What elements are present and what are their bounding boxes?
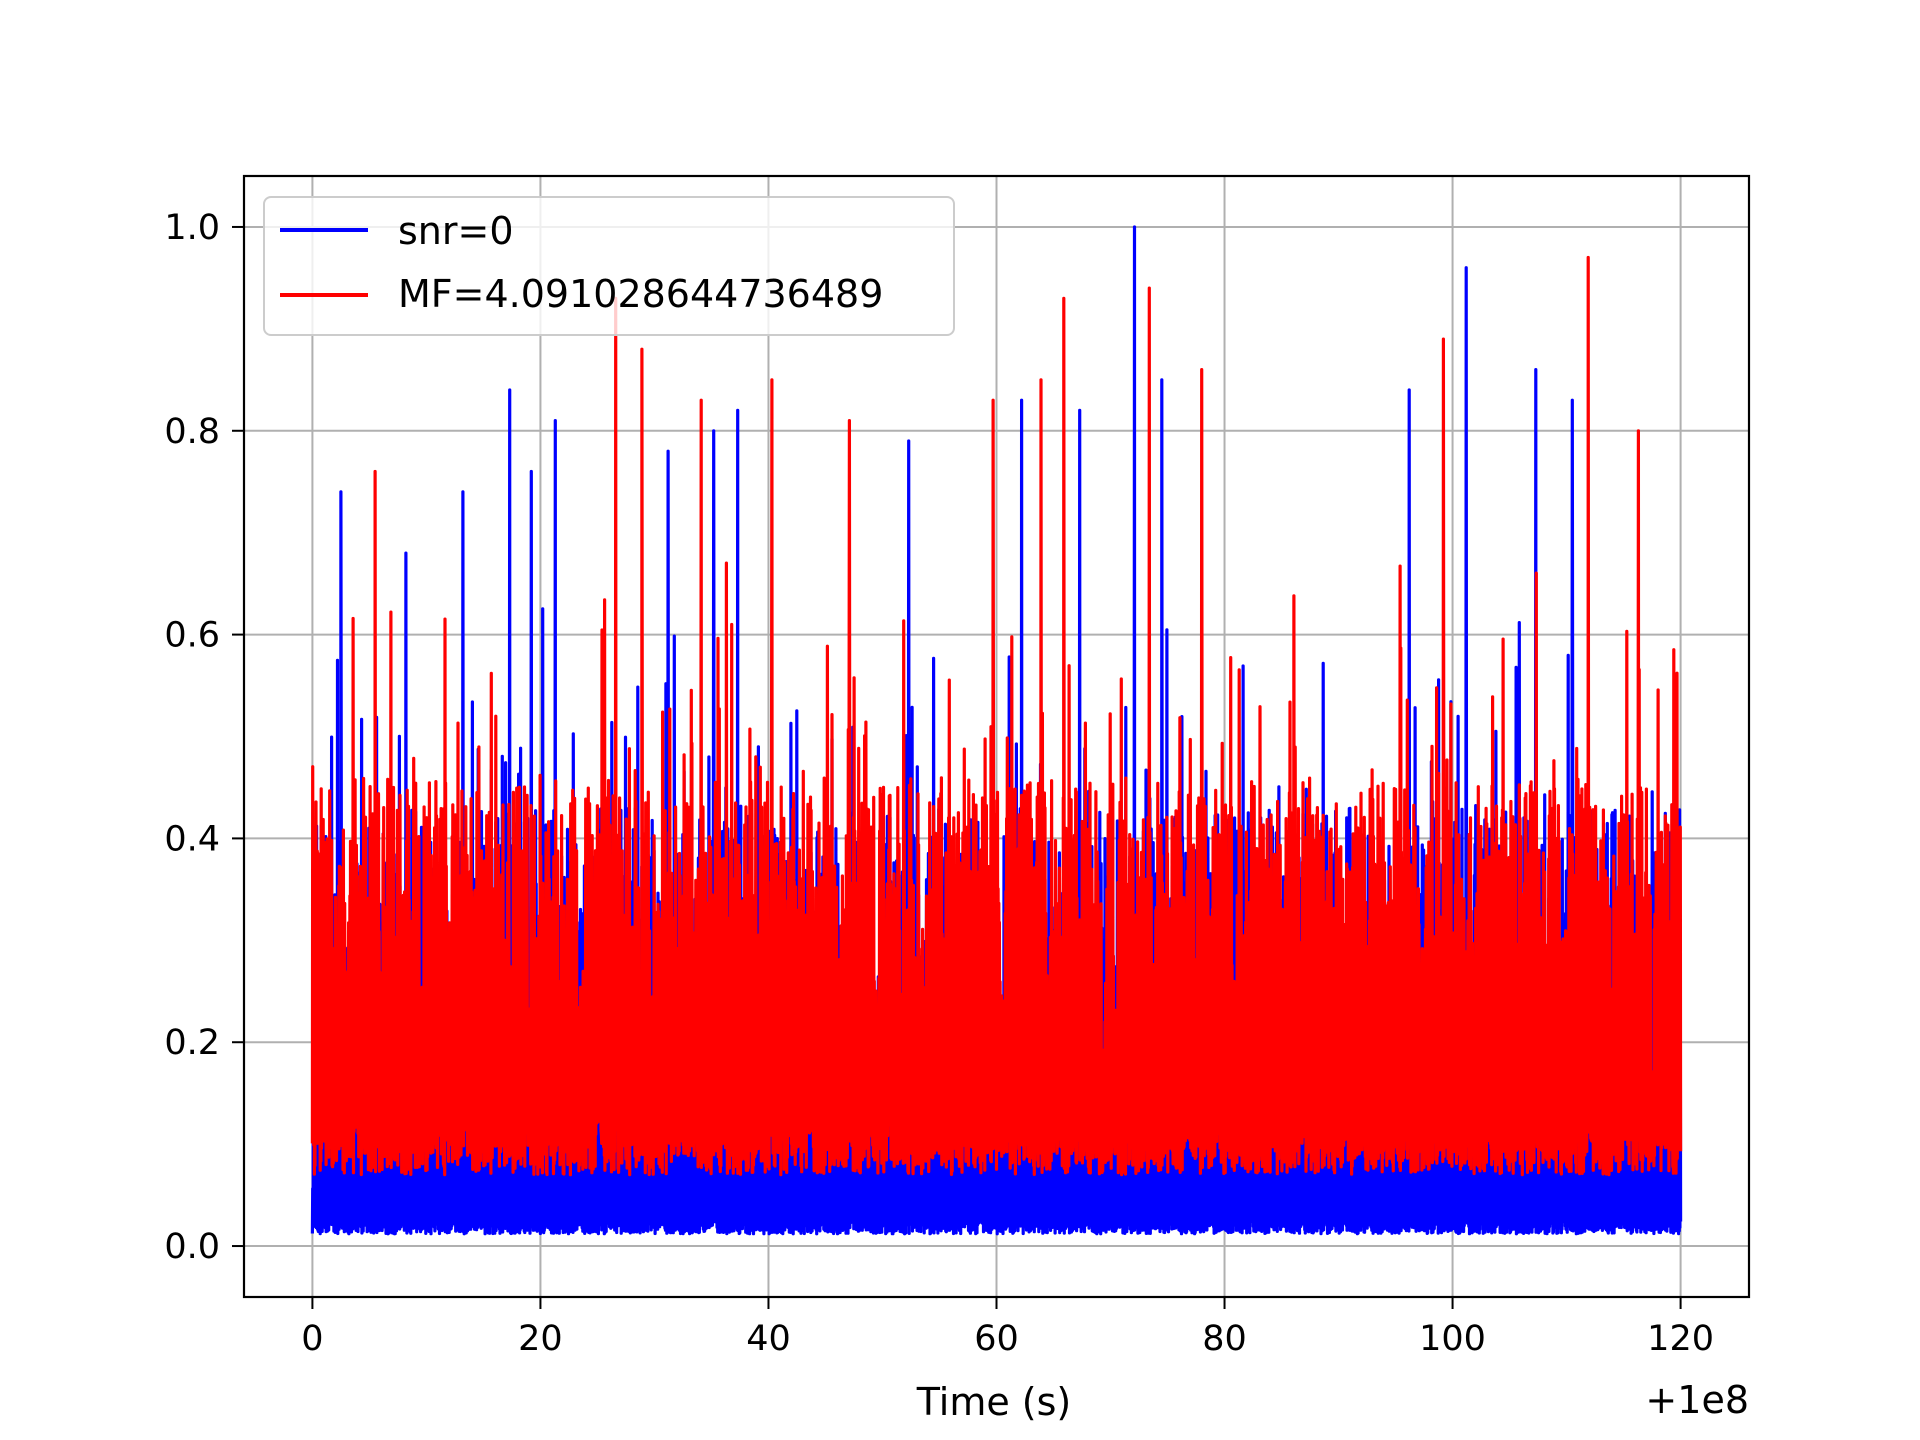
x-tick-label: 120 — [1647, 1319, 1714, 1359]
x-tick-label: 60 — [974, 1319, 1019, 1359]
y-tick-label: 0.6 — [164, 616, 220, 656]
legend-label-snr: snr=0 — [398, 209, 514, 253]
x-tick-label: 80 — [1202, 1319, 1247, 1359]
x-tick-label: 20 — [518, 1319, 563, 1359]
series-line-snr — [310, 225, 1683, 1236]
series-line-mf — [310, 255, 1683, 1177]
legend-label-mf: MF=4.091028644736489 — [398, 272, 883, 316]
y-tick-label: 0.8 — [164, 412, 220, 452]
series-layer — [310, 225, 1683, 1236]
legend-box — [263, 196, 955, 336]
y-tick-label: 1.0 — [164, 208, 220, 248]
legend: snr=0 MF=4.091028644736489 — [263, 196, 955, 336]
x-tick-label: 40 — [746, 1319, 791, 1359]
y-tick-label: 0.2 — [164, 1023, 220, 1063]
x-tick-label: 0 — [301, 1319, 323, 1359]
x-axis-offset-label: +1e8 — [1645, 1378, 1749, 1422]
x-tick-label: 100 — [1419, 1319, 1486, 1359]
y-tick-label: 0.4 — [164, 819, 220, 859]
x-axis-label: Time (s) — [916, 1380, 1072, 1424]
ticks: 0 20 40 60 80 100 120 0.0 0.2 0.4 0.6 0.8 1.0 — [164, 208, 1714, 1359]
y-tick-label: 0.0 — [164, 1227, 220, 1267]
